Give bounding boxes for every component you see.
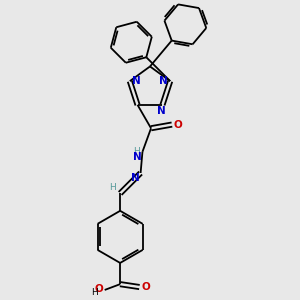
Text: O: O xyxy=(174,120,182,130)
Text: O: O xyxy=(95,284,104,294)
Text: N: N xyxy=(132,76,141,85)
Text: N: N xyxy=(133,152,142,162)
Text: H: H xyxy=(110,182,116,191)
Text: H: H xyxy=(133,147,140,156)
Text: O: O xyxy=(141,282,150,292)
Text: H: H xyxy=(91,288,98,297)
Text: N: N xyxy=(131,173,140,184)
Text: N: N xyxy=(157,106,166,116)
Text: N: N xyxy=(159,76,168,85)
